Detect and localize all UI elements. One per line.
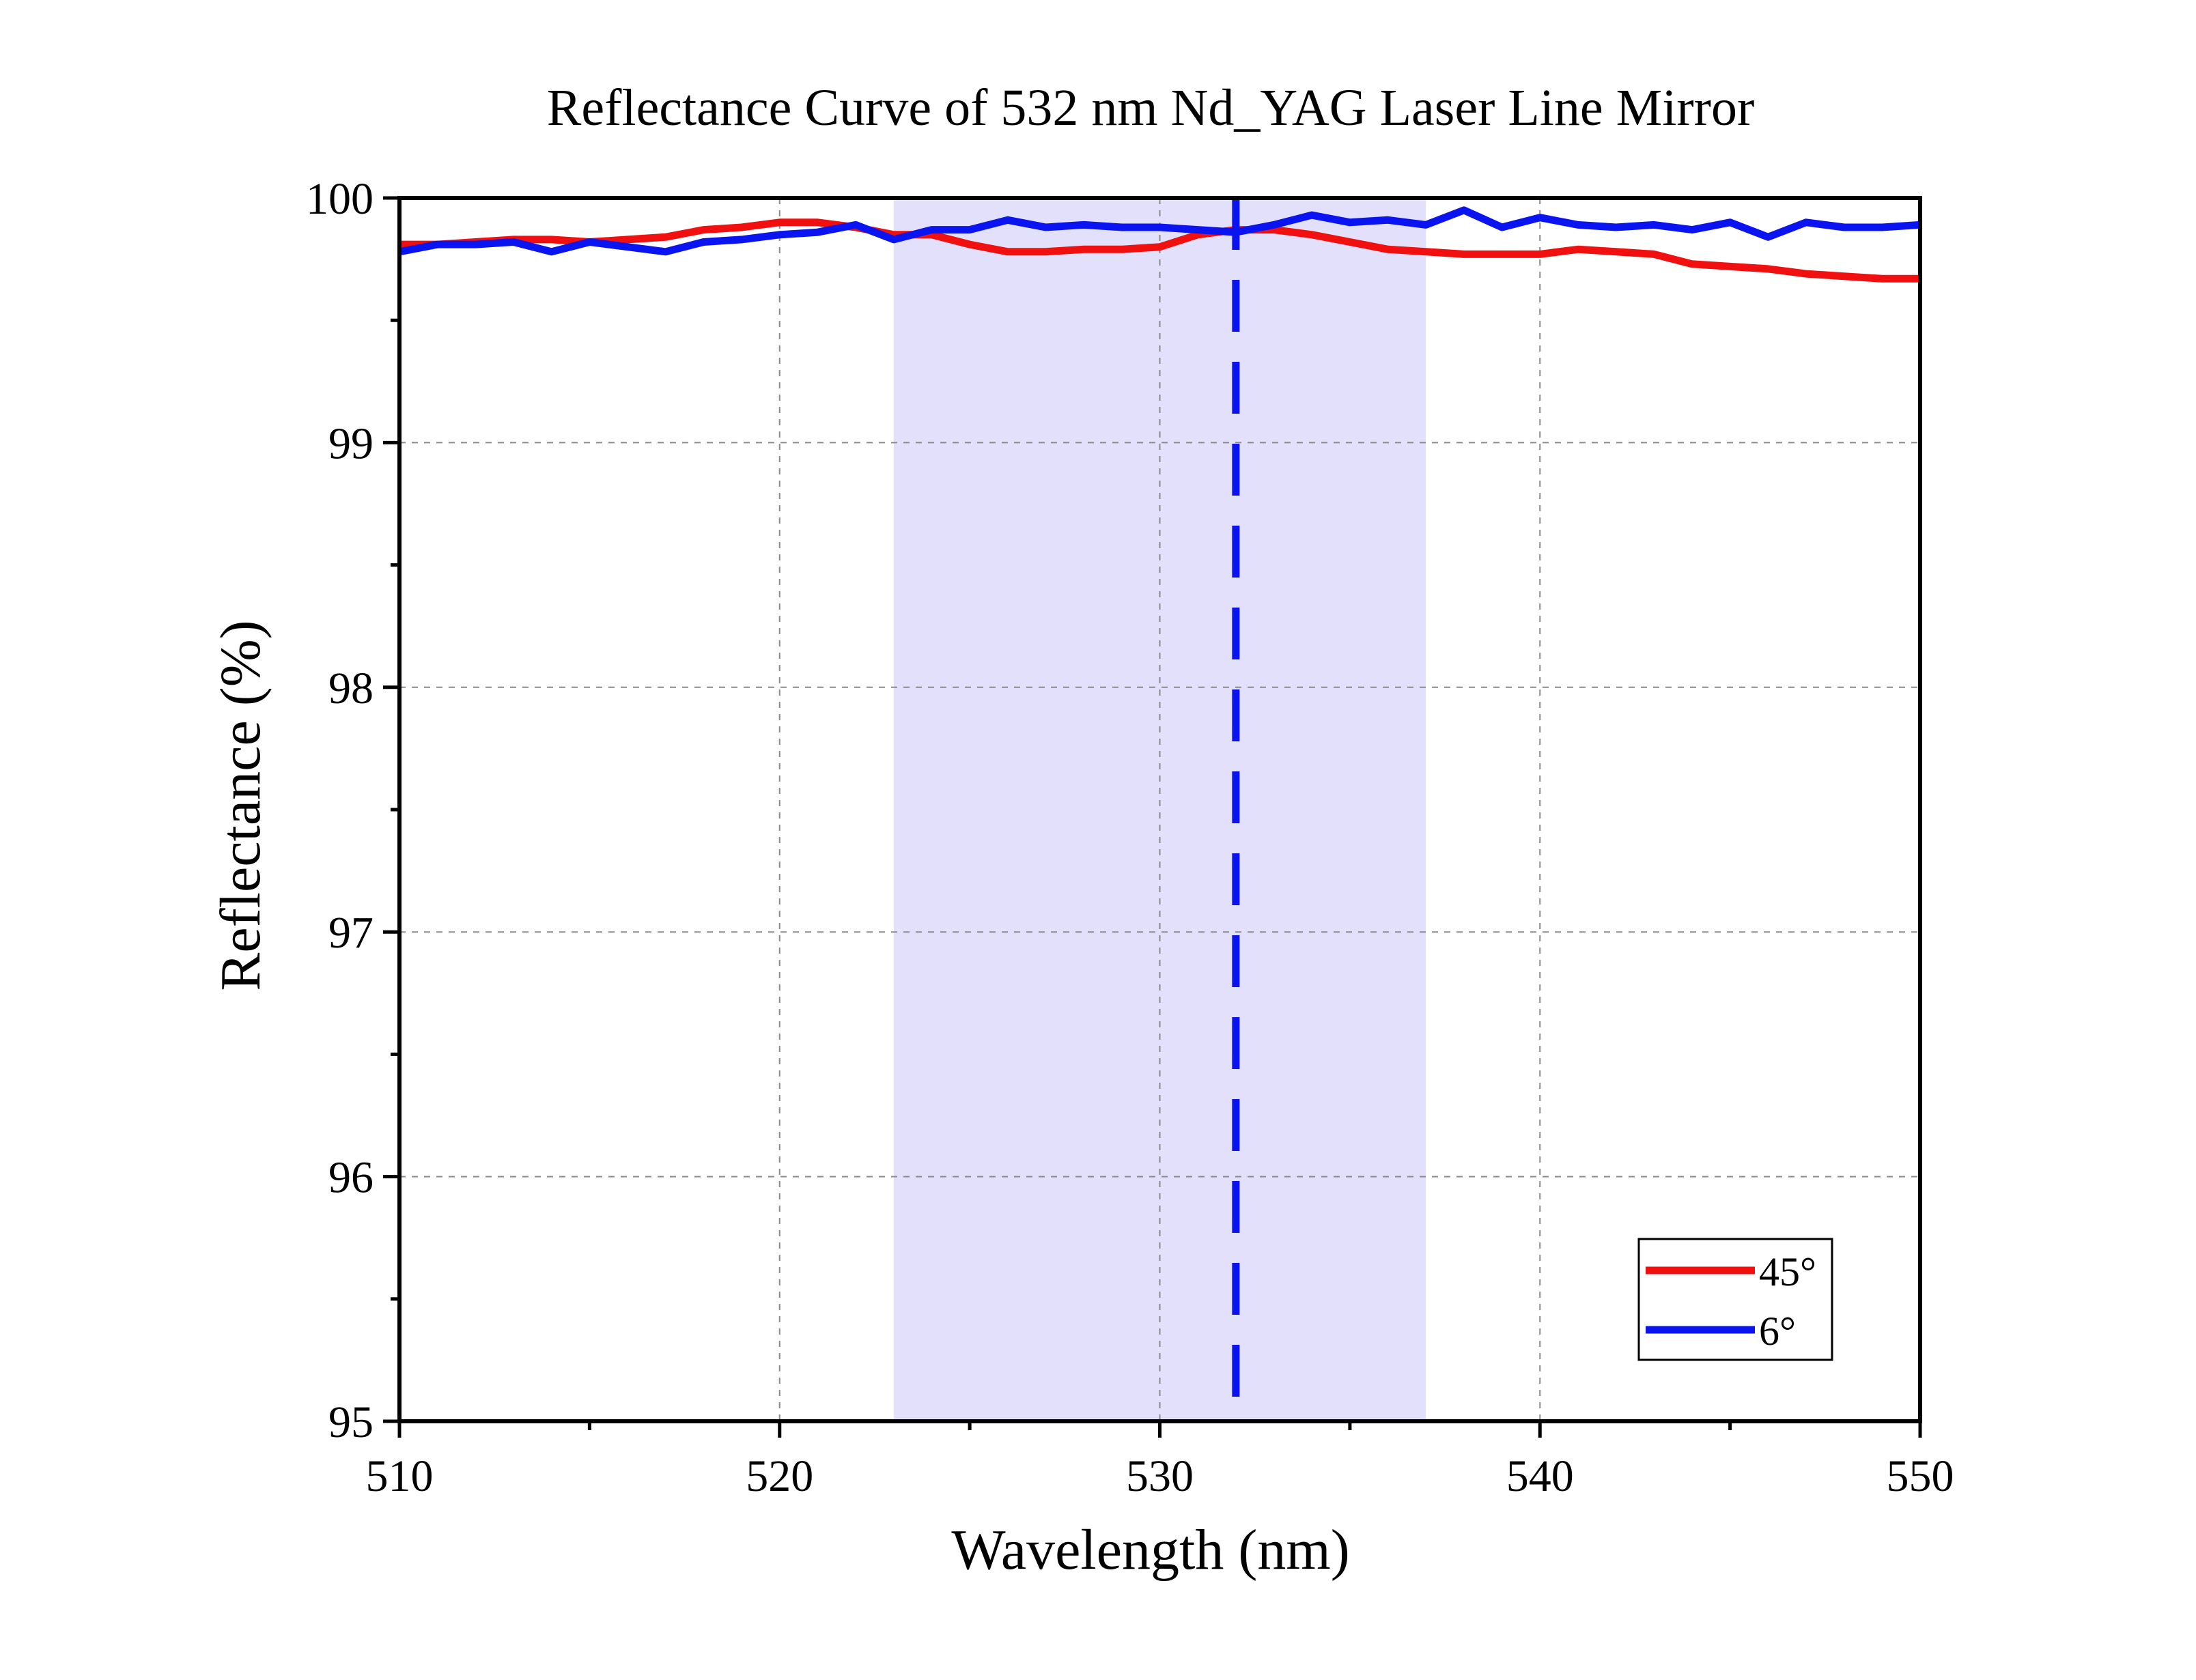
legend-label-1: 45° xyxy=(1759,1249,1816,1294)
x-tick-label: 530 xyxy=(1126,1451,1194,1501)
x-tick-label: 510 xyxy=(366,1451,434,1501)
series-line-1 xyxy=(399,218,1920,283)
x-tick-label: 520 xyxy=(746,1451,813,1501)
legend-label-2: 6° xyxy=(1759,1309,1796,1354)
series-layer xyxy=(398,206,1921,283)
x-tick-label: 550 xyxy=(1887,1451,1954,1501)
y-axis-label: Reflectance (%) xyxy=(209,620,272,991)
chart-title: Reflectance Curve of 532 nm Nd_YAG Laser… xyxy=(547,79,1755,137)
y-tick-label: 95 xyxy=(328,1397,374,1447)
y-tick-label: 98 xyxy=(328,664,374,713)
legend-box xyxy=(1637,1238,1833,1361)
highlight-band xyxy=(893,198,1426,1421)
series-line-2 xyxy=(398,206,1921,256)
y-tick-label: 96 xyxy=(328,1153,374,1203)
x-axis-label: Wavelength (nm) xyxy=(951,1518,1349,1582)
y-tick-label: 99 xyxy=(328,418,374,468)
x-tick-label: 540 xyxy=(1506,1451,1574,1501)
y-tick-label: 97 xyxy=(328,908,374,958)
grid-layer xyxy=(399,198,1920,1421)
highlight-band-layer xyxy=(893,198,1426,1421)
y-tick-label: 100 xyxy=(306,174,374,224)
legend: 45°6° xyxy=(1637,1238,1833,1361)
axis-ticks-layer: 510 520 530 540 550 95 96 97 98 99 100 xyxy=(306,174,1954,1501)
